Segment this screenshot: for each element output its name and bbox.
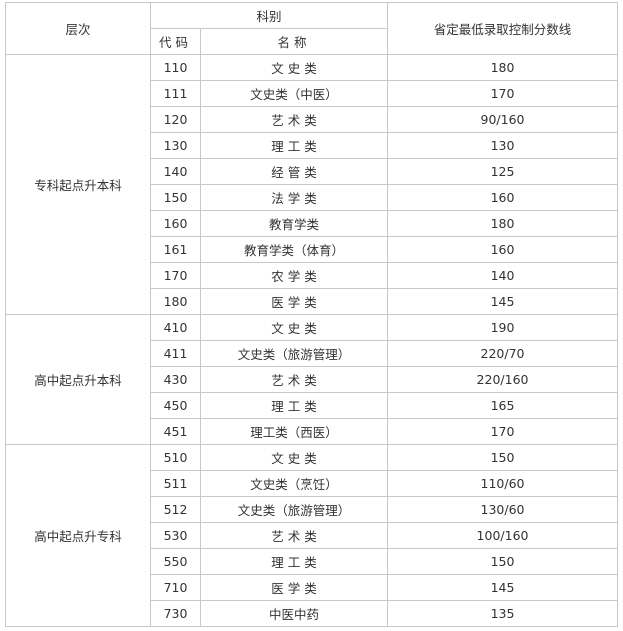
- score-cell: 140: [387, 262, 619, 289]
- table-row: 511 文史类（烹饪） 110/60: [6, 470, 619, 497]
- table-row: 高中起点升专科 510 文 史 类 150: [5, 444, 619, 627]
- table-row: 140 经 管 类 125: [6, 158, 619, 185]
- header-row: 层次 科别 省定最低录取控制分数线: [5, 2, 619, 55]
- table-row: 550 理 工 类 150: [6, 548, 619, 575]
- code-cell: 710: [150, 574, 201, 601]
- name-cell: 中医中药: [199, 600, 389, 627]
- level-cell: 高中起点升本科: [5, 314, 151, 445]
- name-cell: 文史类（旅游管理）: [199, 340, 389, 367]
- score-cell: 145: [387, 574, 619, 601]
- table-row: 120 艺 术 类 90/160: [6, 106, 619, 133]
- code-cell: 411: [150, 340, 201, 367]
- name-cell: 教育学类: [199, 210, 389, 237]
- name-cell: 文 史 类: [199, 444, 389, 471]
- score-cell: 150: [387, 548, 619, 575]
- header-name: 名称: [199, 28, 389, 55]
- name-cell: 理 工 类: [199, 132, 389, 159]
- score-cell: 220/160: [387, 366, 619, 393]
- name-cell: 文史类（中医）: [199, 80, 389, 107]
- code-cell: 161: [150, 236, 201, 263]
- score-cell: 180: [387, 210, 619, 237]
- score-cell: 165: [387, 392, 619, 419]
- header-category: 科别: [149, 2, 389, 29]
- score-cell: 160: [387, 236, 619, 263]
- name-cell: 文 史 类: [199, 314, 389, 341]
- table-row: 710 医 学 类 145: [6, 574, 619, 601]
- score-cell: 170: [387, 80, 619, 107]
- score-cell: 170: [387, 418, 619, 445]
- score-cell: 190: [387, 314, 619, 341]
- score-cell: 125: [387, 158, 619, 185]
- score-cell: 130/60: [387, 496, 619, 523]
- code-cell: 451: [150, 418, 201, 445]
- table-row: 高中起点升本科 410 文 史 类 190: [5, 314, 619, 445]
- code-cell: 140: [150, 158, 201, 185]
- table-row: 730 中医中药 135: [6, 600, 619, 627]
- name-cell: 法 学 类: [199, 184, 389, 211]
- name-cell: 教育学类（体育）: [199, 236, 389, 263]
- score-cell: 180: [387, 54, 619, 81]
- name-cell: 理 工 类: [199, 548, 389, 575]
- header-level: 层次: [5, 2, 151, 55]
- code-cell: 512: [150, 496, 201, 523]
- table-row: 411 文史类（旅游管理） 220/70: [6, 340, 619, 367]
- code-cell: 111: [150, 80, 201, 107]
- code-cell: 730: [150, 600, 201, 627]
- code-cell: 510: [150, 444, 201, 471]
- code-cell: 150: [150, 184, 201, 211]
- table-row: 170 农 学 类 140: [6, 262, 619, 289]
- table-row: 161 教育学类（体育） 160: [6, 236, 619, 263]
- code-cell: 430: [150, 366, 201, 393]
- score-cell: 90/160: [387, 106, 619, 133]
- table-row: 150 法 学 类 160: [6, 184, 619, 211]
- code-cell: 110: [150, 54, 201, 81]
- code-cell: 130: [150, 132, 201, 159]
- code-cell: 170: [150, 262, 201, 289]
- name-cell: 艺 术 类: [199, 366, 389, 393]
- name-cell: 农 学 类: [199, 262, 389, 289]
- score-cell: 145: [387, 288, 619, 315]
- name-cell: 艺 术 类: [199, 106, 389, 133]
- name-cell: 理 工 类: [199, 392, 389, 419]
- table-row: 160 教育学类 180: [6, 210, 619, 237]
- name-cell: 经 管 类: [199, 158, 389, 185]
- code-cell: 550: [150, 548, 201, 575]
- table-row: 130 理 工 类 130: [6, 132, 619, 159]
- score-cell: 150: [387, 444, 619, 471]
- score-cell: 130: [387, 132, 619, 159]
- header-code: 代码: [150, 28, 201, 55]
- name-cell: 文 史 类: [199, 54, 389, 81]
- code-cell: 410: [150, 314, 201, 341]
- score-cell: 135: [387, 600, 619, 627]
- table-row: 111 文史类（中医） 170: [6, 80, 619, 107]
- table-row: 180 医 学 类 145: [6, 288, 619, 315]
- subheader-row: 代码 名称: [6, 28, 618, 55]
- score-cell: 100/160: [387, 522, 619, 549]
- name-cell: 医 学 类: [199, 288, 389, 315]
- score-cell: 110/60: [387, 470, 619, 497]
- code-cell: 511: [150, 470, 201, 497]
- score-cell: 160: [387, 184, 619, 211]
- table-row: 专科起点升本科 110 文 史 类 180: [5, 54, 619, 315]
- name-cell: 艺 术 类: [199, 522, 389, 549]
- name-cell: 文史类（旅游管理）: [199, 496, 389, 523]
- name-cell: 文史类（烹饪）: [199, 470, 389, 497]
- level-cell: 专科起点升本科: [5, 54, 151, 315]
- name-cell: 理工类（西医）: [199, 418, 389, 445]
- code-cell: 530: [150, 522, 201, 549]
- header-score: 省定最低录取控制分数线: [387, 2, 619, 55]
- code-cell: 120: [150, 106, 201, 133]
- score-cell: 220/70: [387, 340, 619, 367]
- name-cell: 医 学 类: [199, 574, 389, 601]
- level-cell: 高中起点升专科: [5, 444, 151, 627]
- code-cell: 180: [150, 288, 201, 315]
- code-cell: 160: [150, 210, 201, 237]
- code-cell: 450: [150, 392, 201, 419]
